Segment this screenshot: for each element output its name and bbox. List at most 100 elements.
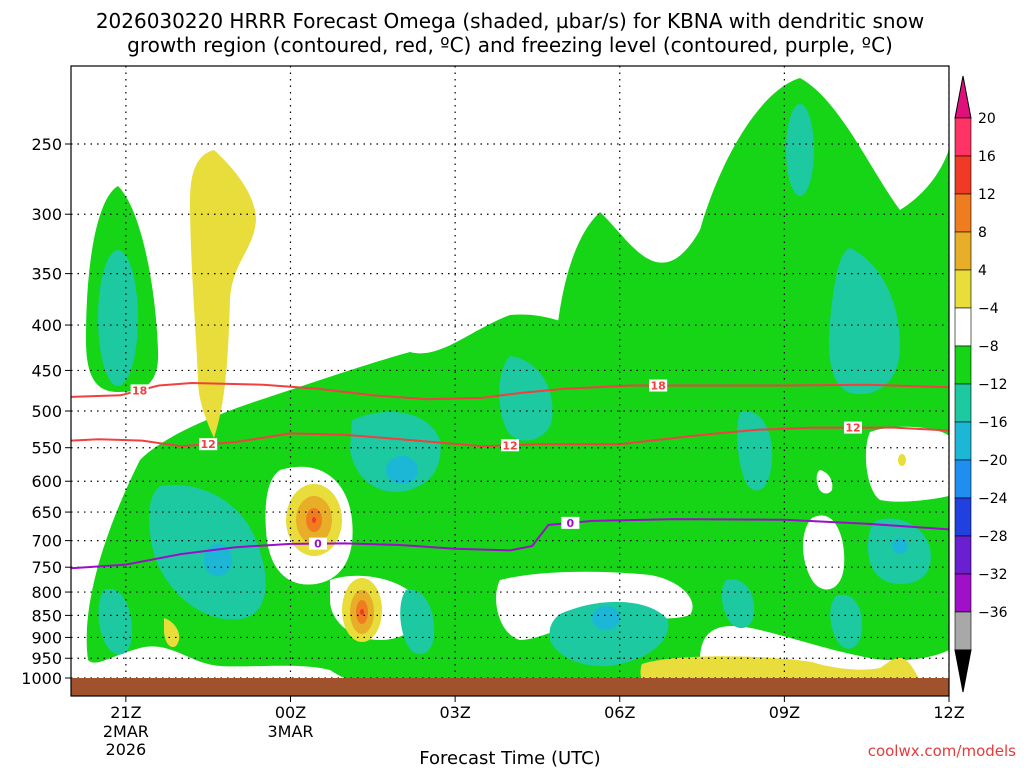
colorbar-swatch xyxy=(954,155,972,195)
x-tick-year: 2026 xyxy=(106,740,147,759)
x-tick-label: 00Z xyxy=(275,703,306,722)
plot-area: 18 18 12 12 12 0 0 xyxy=(71,66,949,696)
colorbar-swatch xyxy=(954,497,972,537)
teal-upper-right-a xyxy=(786,104,814,196)
colorbar-label: −4 xyxy=(978,301,999,317)
colorbar-swatch xyxy=(954,231,972,271)
isotherm-label: 0 xyxy=(567,517,575,530)
y-tick-label: 850 xyxy=(31,606,62,625)
y-tick-label: 1000 xyxy=(21,669,62,688)
colorbar-label: −32 xyxy=(978,567,1008,583)
y-tick-label: 700 xyxy=(31,532,62,551)
isotherm-label-bg xyxy=(843,421,862,434)
teal-bottom-a xyxy=(98,588,132,655)
colorbar-label: −16 xyxy=(978,415,1008,431)
teal-upper-right-b xyxy=(828,248,900,395)
colorbar-label: −36 xyxy=(978,605,1008,621)
watermark: coolwx.com/models xyxy=(868,742,1016,760)
colorbar: 20 16 12 8 4 −4 −8 −12 −16 −20 −24 −28 −32 −36 xyxy=(954,75,1008,693)
isotherm-line xyxy=(71,381,949,401)
x-tick-date: 2MAR xyxy=(103,722,149,741)
y-tick-label: 550 xyxy=(31,439,62,458)
colorbar-swatch xyxy=(954,269,972,309)
colorbar-swatch xyxy=(954,345,972,385)
ground-surface xyxy=(71,678,949,696)
omega-region-cyan xyxy=(204,456,908,630)
chart-title-line2: growth region (contoured, red, ºC) and f… xyxy=(127,33,893,57)
colorbar-label: 8 xyxy=(978,225,987,241)
teal-bottom-e xyxy=(721,579,755,629)
y-tick-label: 350 xyxy=(31,265,62,284)
cyan-core-b xyxy=(592,606,620,630)
isotherm-line xyxy=(71,518,949,570)
yellow-low xyxy=(640,656,920,680)
y-tick-label: 750 xyxy=(31,558,62,577)
cyan-core-c xyxy=(892,538,908,554)
colorbar-top-arrow xyxy=(954,75,972,119)
isotherm-label-bg xyxy=(501,439,519,452)
colorbar-swatch xyxy=(954,535,972,575)
colorbar-swatch xyxy=(954,459,972,499)
y-tick-label: 400 xyxy=(31,316,62,335)
isotherm-label-bg xyxy=(561,516,580,529)
isotherm-label: 18 xyxy=(651,380,666,393)
isotherm-label-bg xyxy=(308,537,327,550)
teal-upper-left xyxy=(98,250,138,386)
yellow-upper xyxy=(190,150,256,438)
cyan-core-d xyxy=(204,544,232,576)
isotherm-label: 18 xyxy=(132,384,147,397)
colorbar-label: 20 xyxy=(978,111,996,127)
colorbar-label: 4 xyxy=(978,263,987,279)
colorbar-label: 16 xyxy=(978,149,996,165)
teal-bottom-b xyxy=(400,589,435,655)
x-axis-label: Forecast Time (UTC) xyxy=(419,748,600,768)
y-tick-label: 300 xyxy=(31,205,62,224)
colorbar-swatch xyxy=(954,307,972,347)
colorbar-bottom-arrow xyxy=(954,649,972,693)
x-tick-label: 21Z xyxy=(110,703,141,722)
isotherm-line xyxy=(71,426,949,448)
y-tick-label: 450 xyxy=(31,361,62,380)
colorbar-swatch xyxy=(954,193,972,233)
isotherm-label: 12 xyxy=(845,422,860,435)
yellow-dot xyxy=(898,454,906,466)
grid-lines xyxy=(71,66,949,696)
isotherm-label: 12 xyxy=(502,439,517,452)
colorbar-label: 12 xyxy=(978,187,996,203)
y-tick-label: 600 xyxy=(31,472,62,491)
colorbar-swatch xyxy=(954,383,972,423)
colorbar-label: −24 xyxy=(978,491,1008,507)
x-tick-label: 09Z xyxy=(769,703,800,722)
isotherm-label-bg xyxy=(649,379,668,392)
y-tick-label: 800 xyxy=(31,583,62,602)
colorbar-swatch xyxy=(954,573,972,613)
isotherm-label: 0 xyxy=(314,538,322,551)
y-tick-label: 900 xyxy=(31,628,62,647)
y-tick-label: 650 xyxy=(31,503,62,522)
colorbar-label: −8 xyxy=(978,339,999,355)
omega-region-teal xyxy=(98,104,931,667)
y-tick-label: 950 xyxy=(31,649,62,668)
isotherm-label-bg xyxy=(199,438,218,451)
colorbar-swatch xyxy=(954,421,972,461)
teal-mid xyxy=(499,356,553,441)
chart-title-line1: 2026030220 HRRR Forecast Omega (shaded, … xyxy=(96,9,924,33)
isotherms: 18 18 12 12 12 0 0 xyxy=(71,379,949,570)
colorbar-label: −28 xyxy=(978,529,1008,545)
y-tick-label: 500 xyxy=(31,402,62,421)
teal-bottom-c xyxy=(549,601,669,667)
yellow-small xyxy=(164,618,180,648)
x-tick-date: 3MAR xyxy=(267,722,313,741)
x-tick-label: 03Z xyxy=(439,703,470,722)
cyan-core-a xyxy=(386,456,418,484)
teal-bottom-d xyxy=(830,594,863,649)
teal-mid-b xyxy=(350,411,441,493)
colorbar-swatch xyxy=(954,117,972,157)
colorbar-label: −12 xyxy=(978,377,1008,393)
plot-border xyxy=(70,65,950,697)
y-tick-label: 250 xyxy=(31,135,62,154)
omega-region-red xyxy=(312,517,364,615)
colorbar-label: −20 xyxy=(978,453,1008,469)
